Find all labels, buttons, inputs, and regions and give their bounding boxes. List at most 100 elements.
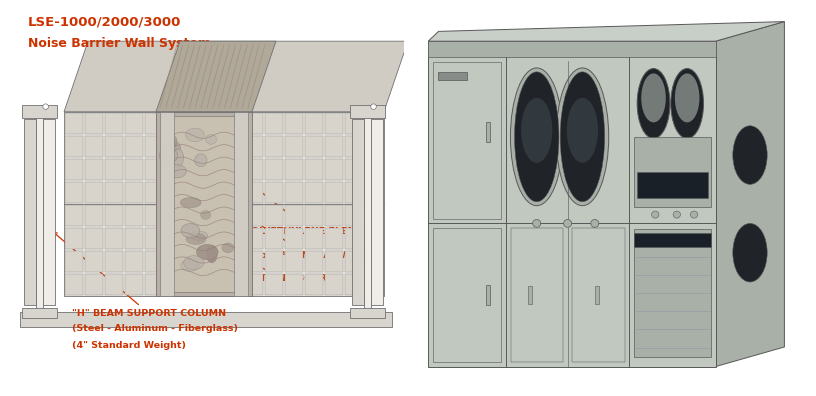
Bar — [85, 159, 103, 180]
Ellipse shape — [181, 259, 199, 272]
Text: SHEATHING BOARD: SHEATHING BOARD — [188, 231, 335, 283]
Ellipse shape — [567, 98, 598, 163]
Bar — [145, 136, 163, 157]
Bar — [185, 113, 203, 133]
Circle shape — [43, 104, 48, 109]
Bar — [245, 136, 263, 157]
Ellipse shape — [733, 126, 767, 185]
Polygon shape — [716, 21, 784, 367]
Bar — [105, 159, 123, 180]
Circle shape — [673, 211, 681, 218]
Bar — [285, 251, 303, 272]
Ellipse shape — [173, 149, 184, 166]
Bar — [265, 251, 283, 272]
Ellipse shape — [190, 231, 208, 240]
Bar — [65, 228, 83, 249]
Bar — [125, 228, 143, 249]
Text: Noise Barrier Wall System: Noise Barrier Wall System — [28, 37, 211, 50]
Polygon shape — [64, 112, 384, 296]
Bar — [486, 285, 490, 305]
Bar — [125, 274, 143, 295]
Bar — [345, 274, 363, 295]
Bar — [225, 228, 243, 249]
Polygon shape — [20, 312, 392, 327]
Bar — [365, 274, 383, 295]
Ellipse shape — [197, 244, 218, 260]
Polygon shape — [352, 119, 364, 305]
Polygon shape — [23, 105, 57, 118]
Bar — [165, 182, 183, 203]
Bar — [345, 251, 363, 272]
Bar — [185, 251, 203, 272]
Bar — [205, 205, 223, 226]
Polygon shape — [156, 41, 276, 112]
Bar — [205, 182, 223, 203]
Bar — [145, 205, 163, 226]
Bar — [85, 136, 103, 157]
Ellipse shape — [163, 141, 181, 155]
Bar — [165, 228, 183, 249]
Bar — [365, 136, 383, 157]
Circle shape — [564, 219, 572, 227]
Bar — [165, 136, 183, 157]
Ellipse shape — [167, 165, 186, 178]
Bar — [125, 251, 143, 272]
Bar — [245, 182, 263, 203]
Bar — [285, 205, 303, 226]
Bar — [145, 228, 163, 249]
Bar — [245, 251, 263, 272]
Circle shape — [370, 104, 376, 109]
Bar — [185, 274, 203, 295]
Bar — [285, 228, 303, 249]
Bar — [325, 228, 343, 249]
Ellipse shape — [206, 246, 217, 263]
Bar — [205, 228, 223, 249]
Bar — [528, 286, 532, 304]
Bar — [105, 251, 123, 272]
Bar — [205, 136, 223, 157]
Text: LSE-1000/2000/3000: LSE-1000/2000/3000 — [28, 16, 181, 29]
Bar — [225, 205, 243, 226]
Bar — [285, 159, 303, 180]
Bar — [145, 182, 163, 203]
Bar — [125, 159, 143, 180]
Polygon shape — [24, 119, 36, 305]
Text: (4" Standard Weight): (4" Standard Weight) — [72, 341, 186, 350]
Text: "H" BEAM SUPPORT COLUMN: "H" BEAM SUPPORT COLUMN — [53, 232, 226, 318]
Bar — [345, 205, 363, 226]
Ellipse shape — [514, 72, 559, 202]
Polygon shape — [428, 21, 784, 41]
Bar — [165, 113, 183, 133]
Ellipse shape — [641, 73, 666, 122]
Bar — [433, 228, 501, 362]
Bar — [225, 182, 243, 203]
Polygon shape — [43, 119, 55, 305]
Polygon shape — [364, 108, 371, 316]
Bar — [365, 228, 383, 249]
Circle shape — [690, 211, 698, 218]
Polygon shape — [166, 116, 242, 292]
Bar — [345, 113, 363, 133]
Bar — [145, 159, 163, 180]
Bar — [165, 205, 183, 226]
Bar — [165, 251, 183, 272]
Bar — [636, 172, 708, 198]
Bar — [486, 122, 490, 142]
Bar — [365, 251, 383, 272]
Ellipse shape — [201, 211, 211, 219]
Bar — [245, 113, 263, 133]
Polygon shape — [64, 41, 408, 112]
Bar — [185, 182, 203, 203]
Bar — [365, 113, 383, 133]
Bar — [428, 41, 716, 367]
Bar — [105, 113, 123, 133]
Bar — [165, 159, 183, 180]
Bar — [105, 182, 123, 203]
Bar — [225, 113, 243, 133]
Bar — [185, 228, 203, 249]
Bar — [225, 159, 243, 180]
Circle shape — [591, 219, 599, 227]
Bar — [145, 274, 163, 295]
Bar — [634, 137, 711, 207]
Bar — [85, 182, 103, 203]
